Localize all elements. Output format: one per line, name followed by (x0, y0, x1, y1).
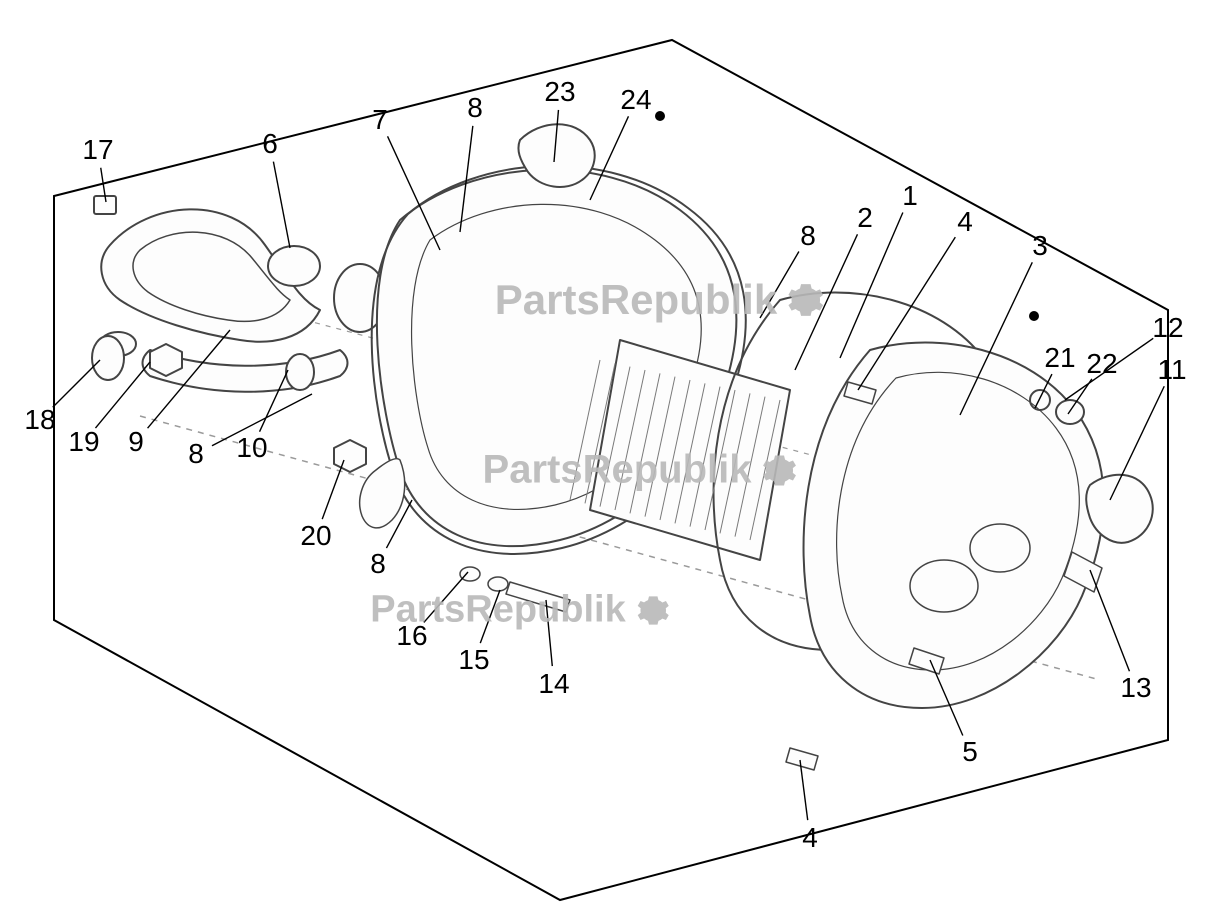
diagram-stage: 1234456788889101112131415161718192021222… (0, 0, 1205, 904)
callout-label-8: 8 (188, 438, 204, 470)
callout-label-24: 24 (620, 84, 651, 116)
callout-label-13: 13 (1120, 672, 1151, 704)
callout-label-15: 15 (458, 644, 489, 676)
watermark: PartsRepublik (495, 276, 825, 324)
part-cover-intake-2 (970, 524, 1030, 572)
part-cover-intake-1 (910, 560, 978, 612)
callout-label-2: 2 (857, 202, 873, 234)
gear-icon (761, 452, 797, 488)
part-clamp-18 (92, 336, 124, 380)
callout-leader-20-23 (322, 460, 344, 519)
part-nut-19 (150, 344, 182, 376)
callout-label-11: 11 (1157, 354, 1186, 386)
callout-label-4: 4 (957, 206, 973, 238)
callout-leader-18-21 (53, 360, 100, 407)
reference-dot-1 (1029, 311, 1039, 321)
callout-leader-6-6 (273, 162, 290, 248)
callout-label-8: 8 (370, 548, 386, 580)
gear-icon (636, 593, 670, 627)
callout-label-9: 9 (128, 426, 144, 458)
part-nut-20 (334, 440, 366, 472)
callout-label-8: 8 (467, 92, 483, 124)
callout-label-23: 23 (544, 76, 575, 108)
callout-label-10: 10 (236, 432, 267, 464)
callout-leader-13-16 (1090, 570, 1129, 671)
watermark-text: PartsRepublik (483, 448, 752, 493)
watermark-text: PartsRepublik (495, 276, 777, 324)
callout-leader-1-0 (840, 213, 903, 358)
part-screw-4-lower (786, 748, 818, 770)
callout-label-12: 12 (1152, 312, 1183, 344)
callout-leader-4-4 (800, 760, 808, 820)
callout-label-1: 1 (902, 180, 918, 212)
part-washer-16 (460, 567, 480, 581)
callout-label-5: 5 (962, 736, 978, 768)
callout-label-7: 7 (372, 104, 388, 136)
callout-label-6: 6 (262, 128, 278, 160)
watermark-text: PartsRepublik (370, 589, 626, 632)
watermark: PartsRepublik (370, 589, 670, 632)
callout-label-22: 22 (1086, 348, 1117, 380)
callout-label-18: 18 (24, 404, 55, 436)
callout-label-14: 14 (538, 668, 569, 700)
reference-dot-0 (655, 111, 665, 121)
callout-label-4: 4 (802, 822, 818, 854)
callout-label-8: 8 (800, 220, 816, 252)
part-bracket-spring (360, 459, 405, 528)
callout-label-17: 17 (82, 134, 113, 166)
callout-label-21: 21 (1044, 342, 1075, 374)
callout-label-3: 3 (1032, 230, 1048, 262)
callout-label-20: 20 (300, 520, 331, 552)
watermark: PartsRepublik (483, 448, 798, 493)
part-clamp-10 (286, 354, 314, 390)
gear-icon (787, 281, 825, 319)
part-hose-end-ring (268, 246, 320, 286)
callout-label-19: 19 (68, 426, 99, 458)
